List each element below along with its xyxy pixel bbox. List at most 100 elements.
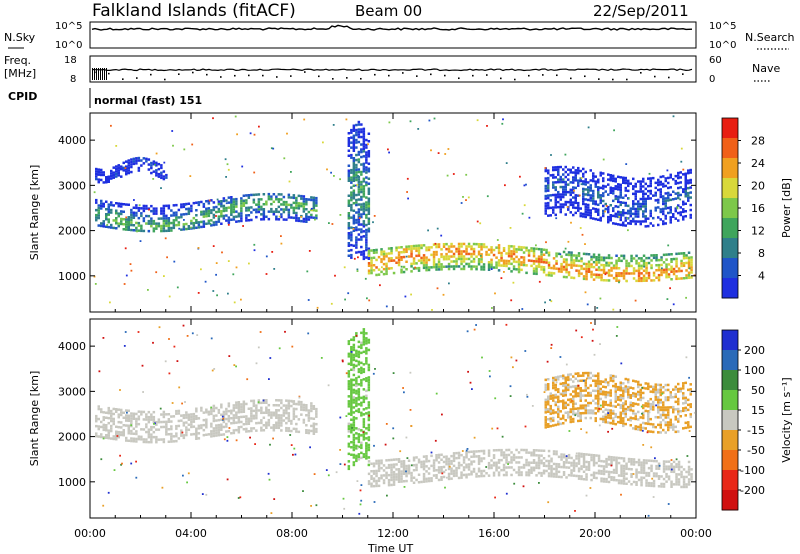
echo-cell xyxy=(400,465,403,468)
echo-cell xyxy=(405,268,408,271)
echo-cell xyxy=(365,452,368,455)
echo-cell xyxy=(137,166,141,170)
echo-cell xyxy=(430,266,433,269)
echo-cell xyxy=(357,215,361,219)
noise-cell xyxy=(604,210,606,213)
echo-cell xyxy=(245,427,248,431)
echo-cell xyxy=(152,219,156,223)
echo-cell xyxy=(237,411,241,414)
echo-cell xyxy=(252,414,256,418)
echo-cell xyxy=(535,449,538,452)
echo-cell xyxy=(362,338,366,341)
echo-cell xyxy=(597,374,600,378)
echo-cell xyxy=(627,385,630,389)
echo-cell xyxy=(125,170,128,173)
echo-cell xyxy=(235,215,238,218)
echo-cell xyxy=(625,472,628,475)
echo-cell xyxy=(360,128,363,131)
echo-cell xyxy=(562,389,565,392)
echo-cell xyxy=(685,475,688,479)
echo-cell xyxy=(350,381,353,384)
echo-cell xyxy=(497,246,501,250)
echo-cell xyxy=(614,392,617,396)
echo-cell xyxy=(597,273,601,277)
echo-cell xyxy=(292,415,296,418)
echo-cell xyxy=(570,471,573,475)
echo-cell xyxy=(412,469,416,472)
echo-cell xyxy=(107,406,110,410)
echo-cell xyxy=(350,136,353,139)
echo-cell xyxy=(672,257,676,261)
echo-cell xyxy=(270,416,273,419)
echo-cell xyxy=(637,478,641,482)
echo-cell xyxy=(140,435,143,439)
echo-cell xyxy=(642,404,645,407)
echo-band xyxy=(347,328,371,471)
echo-cell xyxy=(185,207,188,211)
echo-cell xyxy=(604,385,607,389)
echo-cell xyxy=(602,418,605,421)
echo-cell xyxy=(277,210,281,214)
echo-cell xyxy=(572,385,575,388)
echo-cell xyxy=(365,432,368,435)
echo-cell xyxy=(684,180,687,183)
echo-cell xyxy=(225,425,228,428)
echo-cell xyxy=(355,171,358,174)
echo-cell xyxy=(547,418,550,421)
echo-cell xyxy=(619,223,622,227)
echo-cell xyxy=(455,451,458,455)
echo-cell xyxy=(375,459,378,463)
echo-cell xyxy=(652,459,656,463)
echo-cell xyxy=(250,206,253,209)
echo-cell xyxy=(350,191,353,194)
echo-cell xyxy=(547,395,550,398)
echo-cell xyxy=(505,466,508,469)
echo-cell xyxy=(690,266,693,269)
echo-cell xyxy=(135,420,138,423)
echo-cell xyxy=(572,196,575,199)
echo-cell xyxy=(110,177,113,180)
echo-cell xyxy=(540,459,543,462)
echo-cell xyxy=(557,475,561,479)
echo-cell xyxy=(650,266,653,270)
echo-cell xyxy=(572,261,576,265)
echo-cell xyxy=(682,218,685,221)
echo-cell xyxy=(97,425,100,428)
echo-cell xyxy=(130,163,133,166)
echo-cell xyxy=(367,341,371,344)
echo-cell xyxy=(652,430,655,434)
echo-cell xyxy=(637,393,640,396)
echo-cell xyxy=(684,187,687,190)
echo-cell xyxy=(589,384,592,387)
echo-cell xyxy=(642,212,645,216)
noise-cell xyxy=(106,224,109,226)
echo-cell xyxy=(240,410,243,414)
echo-cell xyxy=(644,404,647,408)
echo-cell xyxy=(227,417,231,420)
echo-cell xyxy=(167,224,171,227)
echo-cell xyxy=(587,391,590,395)
echo-cell xyxy=(307,416,311,420)
echo-cell xyxy=(662,261,666,264)
echo-cell xyxy=(612,222,615,225)
echo-cell xyxy=(637,461,641,464)
echo-cell xyxy=(212,223,216,227)
echo-cell xyxy=(577,412,580,415)
echo-cell xyxy=(587,374,590,377)
echo-cell xyxy=(584,406,587,410)
echo-cell xyxy=(607,413,610,417)
freq-tick-bottom-left: 8 xyxy=(70,74,76,85)
echo-cell xyxy=(569,415,572,419)
noise-cell xyxy=(316,306,319,309)
echo-cell xyxy=(242,405,246,408)
echo-cell xyxy=(642,406,645,410)
echo-cell xyxy=(577,467,581,470)
echo-cell xyxy=(130,429,133,433)
echo-cell xyxy=(579,374,582,377)
echo-cell xyxy=(569,168,572,172)
echo-cell xyxy=(137,169,141,172)
echo-cell xyxy=(632,463,636,466)
echo-cell xyxy=(197,417,201,420)
echo-cell xyxy=(684,210,687,213)
echo-cell xyxy=(222,415,226,419)
